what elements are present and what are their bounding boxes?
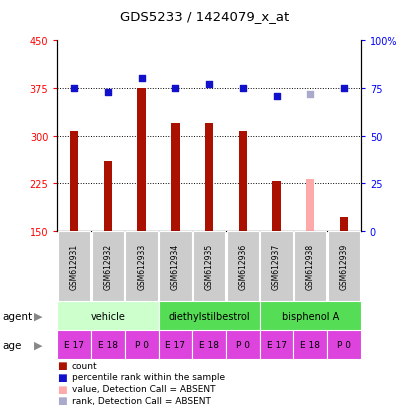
Text: E 18: E 18 (299, 340, 319, 349)
Bar (327, 231, 359, 301)
Text: GSM612932: GSM612932 (103, 243, 112, 290)
Text: E 17: E 17 (266, 340, 286, 349)
Bar (293, 330, 326, 359)
Text: GSM612939: GSM612939 (339, 243, 348, 290)
Text: count: count (72, 361, 97, 370)
Point (138, 76, 145, 83)
Bar (57, 330, 91, 359)
Bar (103, 161, 112, 231)
Bar (204, 123, 213, 231)
Bar (226, 231, 258, 301)
Text: percentile rank within the sample: percentile rank within the sample (72, 373, 224, 382)
Text: ▶: ▶ (34, 340, 42, 350)
Text: GSM612935: GSM612935 (204, 243, 213, 290)
Bar (124, 330, 158, 359)
Point (239, 85, 245, 92)
Bar (70, 132, 78, 231)
Text: P 0: P 0 (336, 340, 350, 349)
Bar (225, 330, 259, 359)
Text: P 0: P 0 (134, 340, 148, 349)
Bar (305, 179, 314, 231)
Text: ■: ■ (57, 361, 67, 370)
Point (272, 93, 279, 100)
Bar (272, 182, 280, 231)
Bar (58, 231, 90, 301)
Bar (192, 330, 225, 359)
Text: GDS5233 / 1424079_x_at: GDS5233 / 1424079_x_at (120, 10, 289, 23)
Bar (326, 330, 360, 359)
Bar (259, 301, 360, 330)
Point (104, 89, 111, 96)
Text: ■: ■ (57, 395, 67, 405)
Bar (238, 132, 247, 231)
Text: GSM612931: GSM612931 (70, 243, 79, 290)
Bar (339, 217, 347, 231)
Bar (92, 231, 124, 301)
Text: E 18: E 18 (199, 340, 218, 349)
Text: GSM612936: GSM612936 (238, 243, 247, 290)
Text: diethylstilbestrol: diethylstilbestrol (168, 311, 249, 321)
Text: ▶: ▶ (34, 311, 42, 321)
Point (71, 85, 77, 92)
Text: GSM612934: GSM612934 (171, 243, 180, 290)
Text: GSM612938: GSM612938 (305, 243, 314, 290)
Text: ■: ■ (57, 384, 67, 394)
Text: bisphenol A: bisphenol A (281, 311, 338, 321)
Text: value, Detection Call = ABSENT: value, Detection Call = ABSENT (72, 384, 215, 393)
Text: agent: agent (2, 311, 32, 321)
Bar (171, 123, 179, 231)
Point (340, 85, 346, 92)
Point (172, 85, 178, 92)
Bar (293, 231, 326, 301)
Bar (137, 89, 146, 231)
Text: E 18: E 18 (98, 340, 118, 349)
Text: E 17: E 17 (64, 340, 84, 349)
Point (205, 82, 212, 88)
Text: E 17: E 17 (165, 340, 185, 349)
Text: age: age (2, 340, 21, 350)
Text: GSM612937: GSM612937 (271, 243, 280, 290)
Bar (259, 330, 293, 359)
Text: rank, Detection Call = ABSENT: rank, Detection Call = ABSENT (72, 396, 210, 405)
Bar (260, 231, 292, 301)
Text: vehicle: vehicle (90, 311, 125, 321)
Text: GSM612933: GSM612933 (137, 243, 146, 290)
Bar (193, 231, 225, 301)
Bar (57, 301, 158, 330)
Text: P 0: P 0 (235, 340, 249, 349)
Text: ■: ■ (57, 372, 67, 382)
Bar (158, 330, 192, 359)
Bar (158, 301, 259, 330)
Bar (91, 330, 124, 359)
Bar (125, 231, 157, 301)
Point (306, 91, 313, 98)
Bar (159, 231, 191, 301)
